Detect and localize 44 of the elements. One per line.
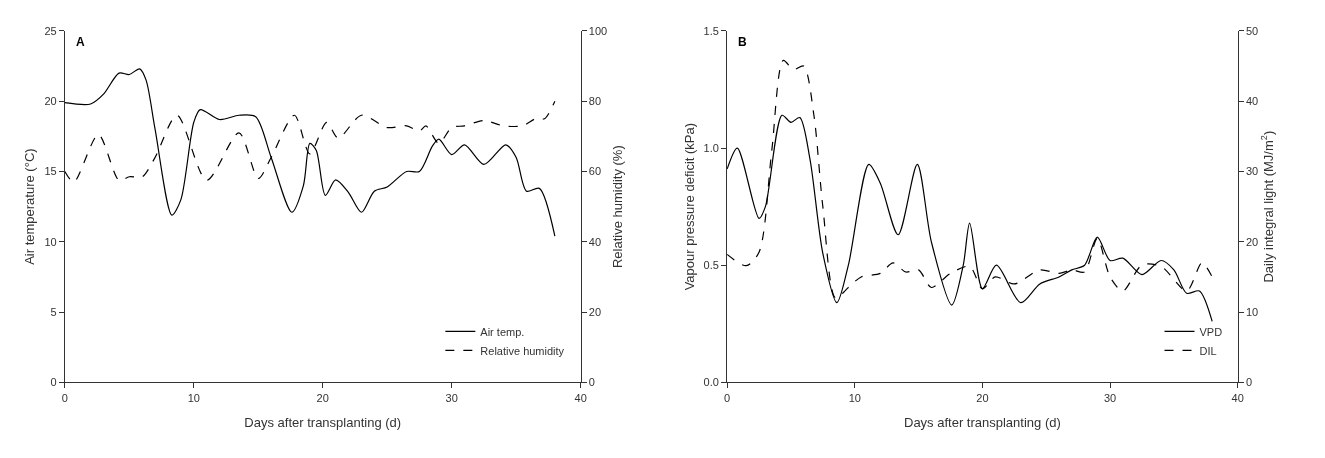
legend-label: DIL	[1199, 344, 1217, 357]
y2-tick-label: 0	[1245, 376, 1253, 389]
y-tick-label: 20	[44, 95, 57, 108]
x-tick-label: 10	[848, 391, 861, 404]
x-tick-label: 40	[1231, 391, 1244, 404]
x-tick-label: 30	[1103, 391, 1117, 404]
y2-tick-label: 0	[588, 376, 595, 389]
y-tick-label: 1.0	[703, 141, 719, 154]
y2-tick-label: 50	[1245, 24, 1259, 37]
x-tick-label: 20	[976, 391, 989, 404]
y-tick-label: 25	[44, 24, 57, 37]
x-axis-title: Days after transplanting (d)	[904, 415, 1061, 431]
y2-tick-label: 60	[588, 165, 602, 178]
line-series	[64, 68, 556, 237]
y2-tick-label: 40	[1245, 95, 1259, 108]
annotation: B	[738, 35, 747, 49]
y-axis-title: Air temperature (°C)	[22, 148, 38, 265]
y2-tick-label: 100	[588, 24, 608, 37]
y2-tick-label: 20	[588, 305, 602, 318]
y-tick-label: 10	[44, 235, 57, 248]
y-tick-label: 1.5	[703, 24, 719, 37]
y-tick-label: 0.5	[703, 259, 719, 272]
x-tick-label: 20	[316, 391, 329, 404]
y-axis-title: Vapour pressure deficit (kPa)	[681, 122, 697, 291]
y-tick-label: 0	[50, 376, 57, 389]
y2-tick-label: 10	[1245, 305, 1259, 318]
x-axis-title: Days after transplanting (d)	[244, 415, 402, 431]
annotation: A	[76, 35, 85, 49]
x-tick-label: 0	[61, 391, 68, 404]
x-tick-label: 0	[724, 391, 731, 404]
legend-label: Air temp.	[480, 325, 525, 338]
x-tick-label: 30	[445, 391, 458, 404]
y2-tick-label: 80	[588, 95, 602, 108]
y2-tick-label: 40	[588, 235, 602, 248]
y2-axis-title: Relative humidity (%)	[609, 145, 625, 269]
x-tick-label: 10	[187, 391, 200, 404]
legend-label: Relative humidity	[480, 344, 565, 357]
y2-tick-label: 20	[1245, 235, 1259, 248]
legend-label: VPD	[1199, 325, 1223, 338]
y2-tick-label: 30	[1245, 165, 1259, 178]
x-tick-label: 40	[574, 391, 587, 404]
y-tick-label: 0.0	[703, 376, 719, 389]
y-tick-label: 15	[44, 165, 57, 178]
y-tick-label: 5	[50, 305, 57, 318]
